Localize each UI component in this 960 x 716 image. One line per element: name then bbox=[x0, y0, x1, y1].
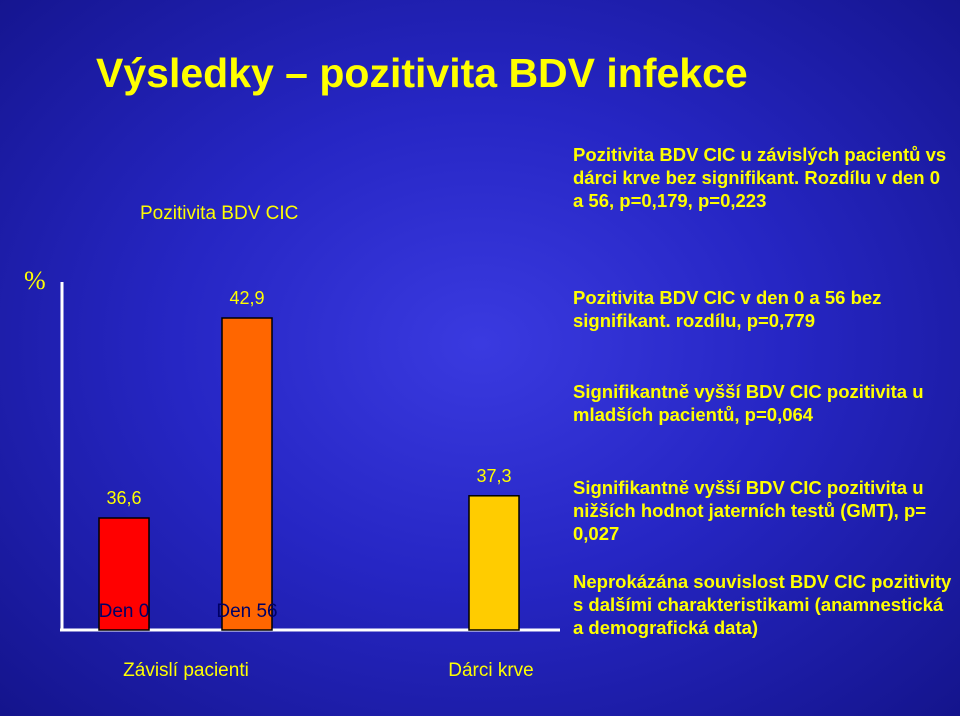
category-label: Den 56 bbox=[216, 601, 277, 622]
group-label: Dárci krve bbox=[448, 660, 534, 681]
group-label: Závislí pacienti bbox=[123, 660, 249, 681]
category-label: Den 0 bbox=[99, 601, 150, 622]
value-label: 42,9 bbox=[229, 288, 264, 308]
bar-dárci-krve bbox=[468, 495, 520, 631]
note-5: Neprokázána souvislost BDV CIC pozitivit… bbox=[573, 571, 952, 638]
bar-den-56 bbox=[221, 317, 273, 631]
value-label: 36,6 bbox=[106, 488, 141, 508]
bar-den-0 bbox=[98, 517, 150, 631]
note-1: Pozitivita BDV CIC u závislých pacientů … bbox=[573, 144, 947, 211]
note-4: Signifikantně vyšší BDV CIC pozitivita u… bbox=[573, 477, 927, 544]
note-3: Signifikantně vyšší BDV CIC pozitivita u… bbox=[573, 381, 924, 425]
chart-title: Pozitivita BDV CIC bbox=[140, 203, 299, 224]
slide-title: Výsledky – pozitivita BDV infekce bbox=[96, 50, 748, 96]
note-2: Pozitivita BDV CIC v den 0 a 56 bez sign… bbox=[573, 287, 882, 331]
bars-group: 36,6 42,9 37,3 Den 0 Den 56 Závislí pacienti D… bbox=[98, 288, 534, 681]
y-axis-label: % bbox=[24, 266, 46, 295]
value-label: 37,3 bbox=[476, 466, 511, 486]
